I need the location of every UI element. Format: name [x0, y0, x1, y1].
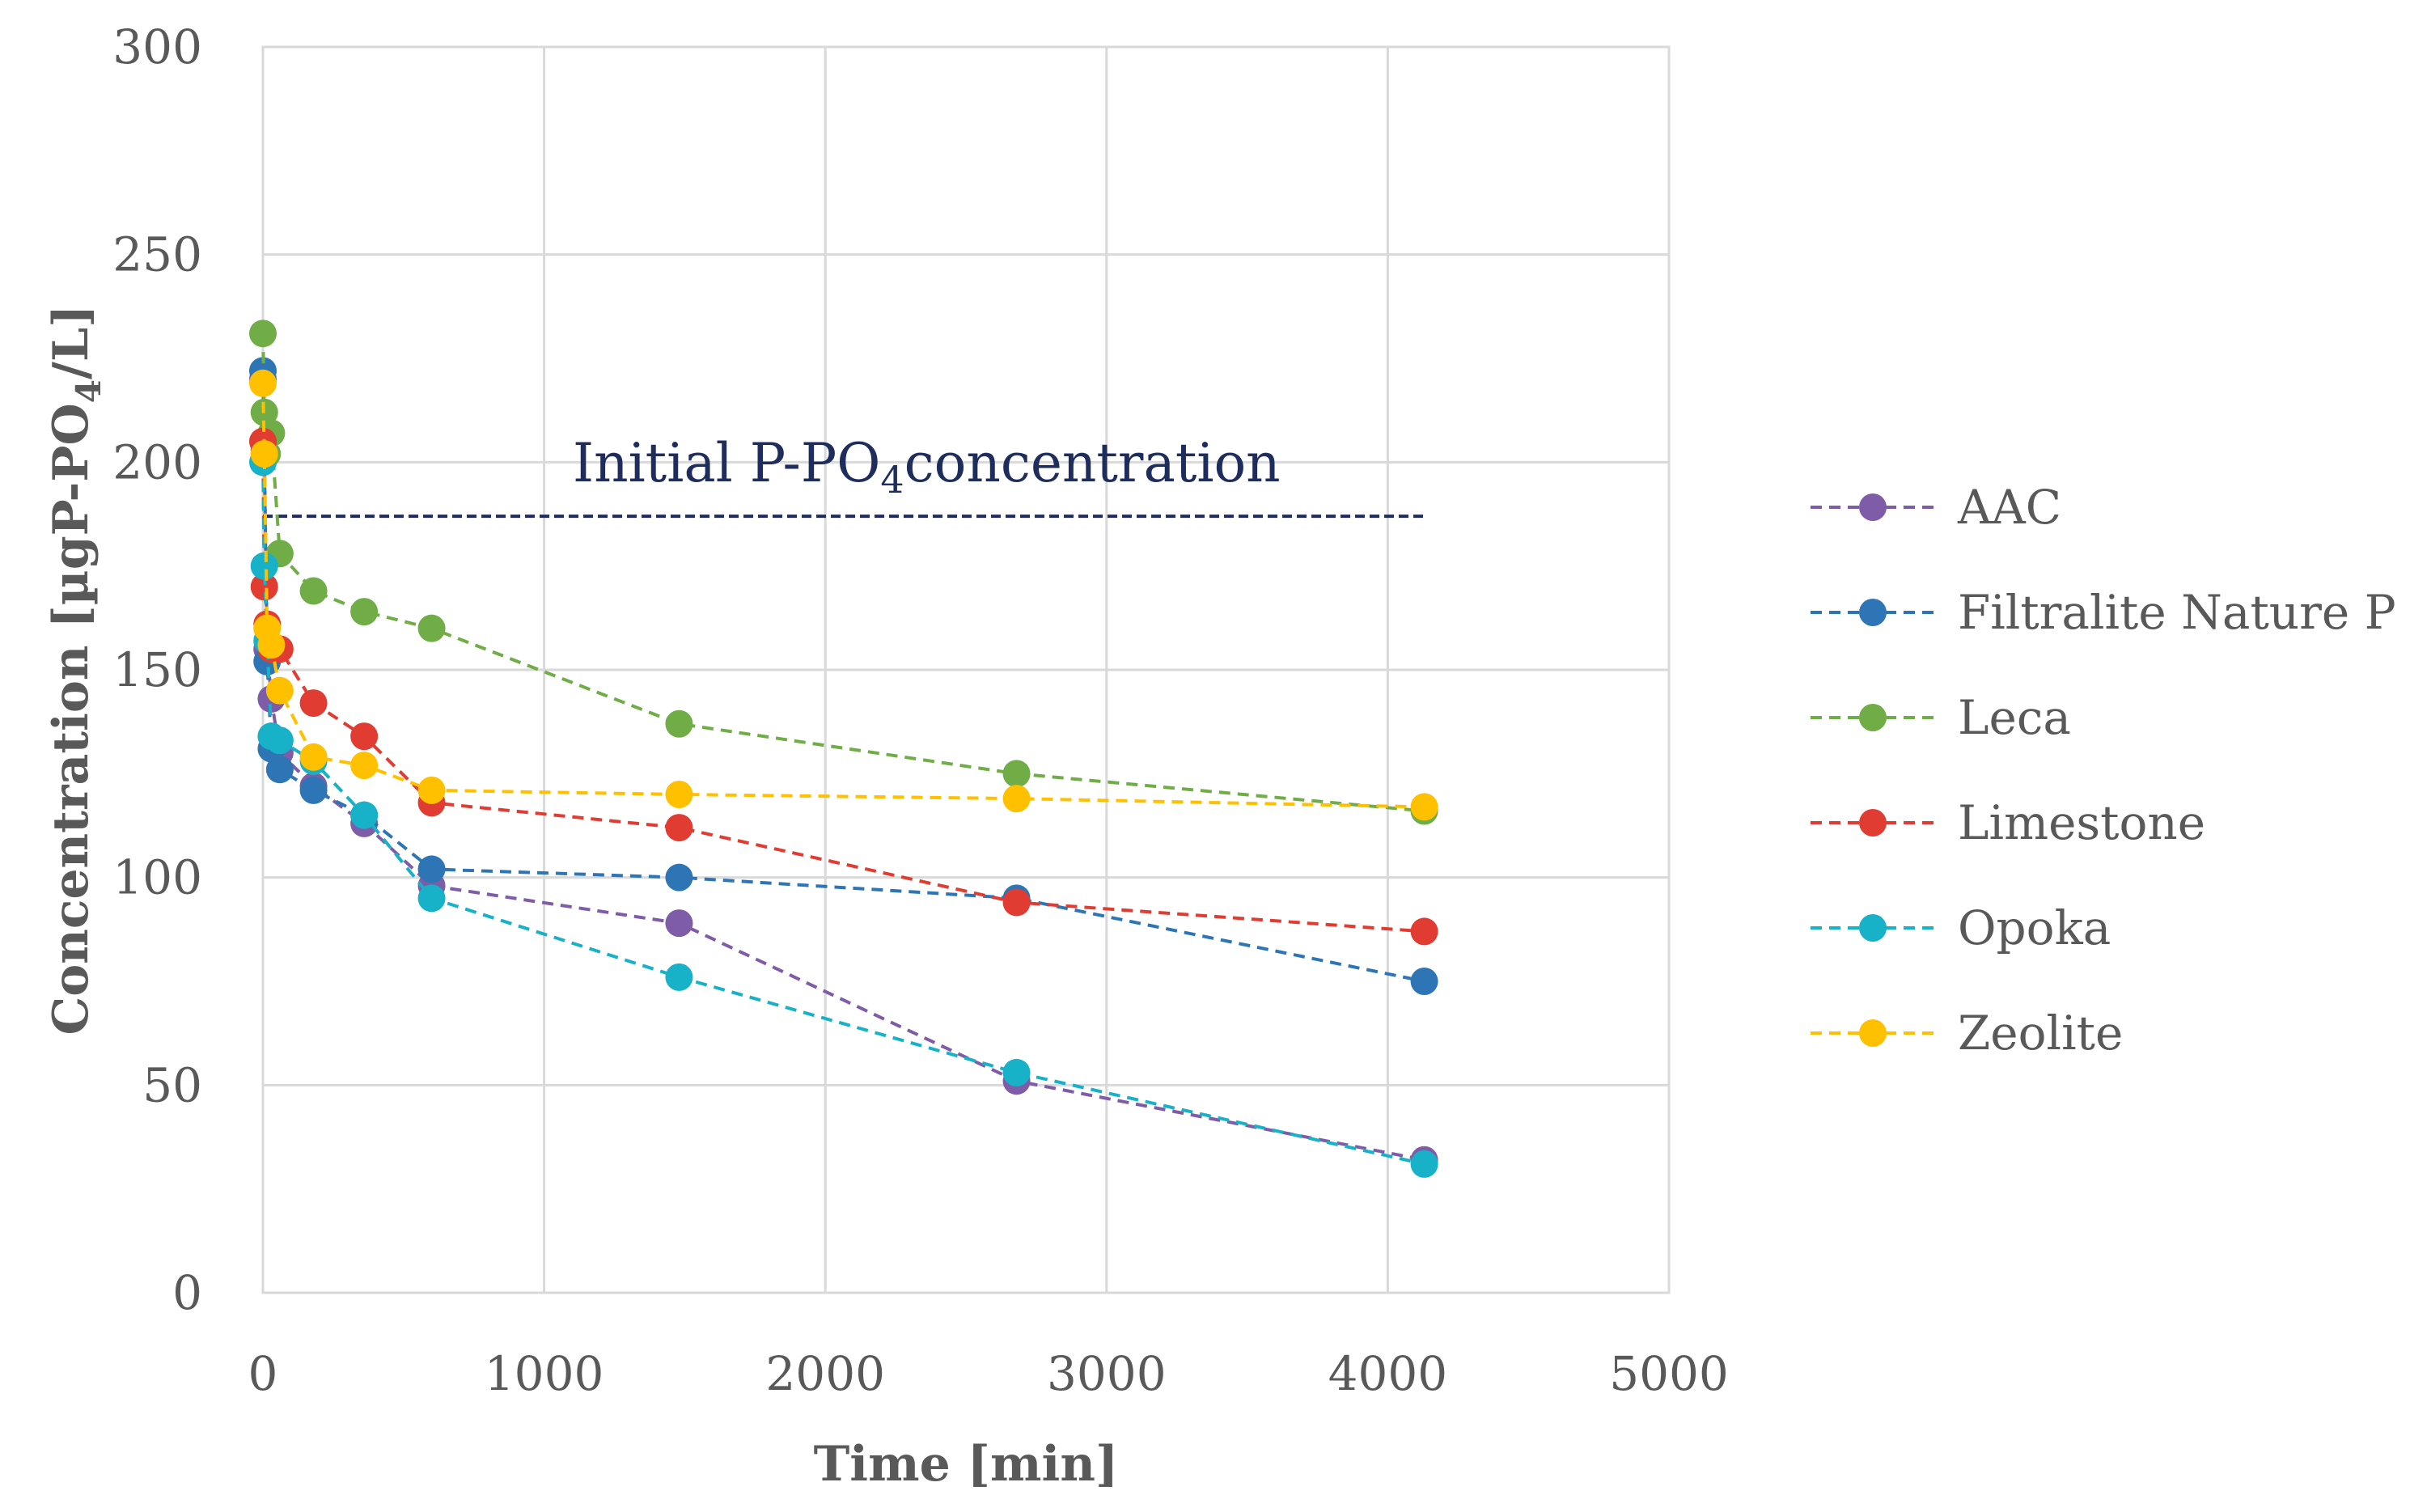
legend-marker — [1859, 704, 1887, 731]
data-point-leca — [350, 598, 379, 626]
legend-marker — [1859, 599, 1887, 626]
data-point-zeolite — [1002, 785, 1031, 813]
y-tick-label: 300 — [112, 19, 202, 74]
data-point-filtralite-nature-p — [665, 863, 693, 892]
data-point-limestone — [665, 814, 693, 842]
y-tick-label: 50 — [142, 1057, 202, 1112]
data-point-aac — [665, 909, 693, 938]
data-point-opoka — [1002, 1058, 1031, 1086]
data-point-opoka — [417, 884, 446, 913]
data-point-limestone — [250, 573, 278, 601]
x-axis-title: Time [min] — [814, 1436, 1119, 1493]
series-zeolite — [249, 369, 1438, 821]
x-tick-label: 4000 — [1328, 1346, 1448, 1401]
legend-label: Limestone — [1958, 795, 2205, 850]
data-point-opoka — [665, 963, 693, 991]
y-tick-label: 250 — [112, 227, 202, 282]
data-point-zeolite — [257, 631, 286, 659]
y-tick-label: 0 — [172, 1265, 202, 1320]
data-point-limestone — [299, 689, 328, 718]
legend-item-opoka: Opoka — [1811, 900, 2111, 955]
data-point-opoka — [350, 801, 379, 829]
y-axis-ticks: 0 50 100 150 200 250 300 — [112, 19, 202, 1320]
data-point-limestone — [1410, 917, 1438, 946]
grid-lines — [261, 45, 1671, 1294]
data-point-limestone — [1002, 888, 1031, 917]
data-point-opoka — [265, 726, 294, 755]
x-tick-label: 1000 — [485, 1346, 604, 1401]
series-layer — [249, 320, 1438, 1178]
data-point-zeolite — [299, 743, 328, 771]
y-tick-label: 150 — [112, 642, 202, 697]
data-point-filtralite-nature-p — [299, 776, 328, 804]
legend-label: Filtralite Nature P — [1958, 585, 2396, 640]
data-point-leca — [249, 320, 277, 348]
data-point-zeolite — [1410, 793, 1438, 821]
x-tick-label: 0 — [248, 1346, 278, 1401]
data-point-filtralite-nature-p — [417, 855, 446, 883]
legend-label: Zeolite — [1958, 1006, 2123, 1061]
legend-label: Leca — [1958, 690, 2071, 745]
data-point-leca — [665, 709, 693, 738]
initial-concentration-annotation: Initial P-PO4concentration — [263, 432, 1425, 519]
y-axis-title: Concentration [µgP-PO4/L] — [43, 304, 108, 1035]
data-point-filtralite-nature-p — [1410, 968, 1438, 995]
y-axis-title-post: /L] — [43, 304, 100, 379]
legend-item-aac: AAC — [1811, 480, 2061, 535]
legend-label: AAC — [1957, 480, 2061, 535]
data-point-leca — [299, 577, 328, 605]
data-point-zeolite — [265, 676, 294, 705]
data-point-zeolite — [417, 776, 446, 804]
legend-marker — [1859, 493, 1887, 521]
y-axis-title-sub: 4 — [69, 379, 108, 403]
x-tick-label: 2000 — [765, 1346, 885, 1401]
series-line-leca — [261, 333, 1425, 813]
y-tick-label: 100 — [112, 850, 202, 905]
series-leca — [249, 320, 1438, 825]
legend-marker — [1859, 1019, 1887, 1047]
legend-item-limestone: Limestone — [1811, 795, 2205, 850]
legend-item-zeolite: Zeolite — [1811, 1006, 2123, 1061]
series-line-aac — [261, 379, 1425, 1162]
y-tick-label: 200 — [112, 434, 202, 489]
legend-item-filtralite-nature-p: Filtralite Nature P — [1811, 585, 2396, 640]
data-point-opoka — [1410, 1150, 1438, 1178]
legend-label: Opoka — [1958, 900, 2111, 955]
legend-marker — [1859, 809, 1887, 836]
initial-concentration-label-post: concentration — [904, 432, 1281, 494]
legend: AAC Filtralite Nature P Leca Limestone Opoka… — [1811, 480, 2396, 1061]
y-axis-title-pre: Concentration [µgP-PO — [43, 403, 100, 1035]
initial-concentration-label-pre: Initial P-PO — [573, 432, 880, 494]
x-axis-ticks: 0 1000 2000 3000 4000 5000 — [248, 1346, 1729, 1401]
data-point-leca — [417, 614, 446, 642]
x-tick-label: 5000 — [1609, 1346, 1729, 1401]
legend-marker — [1859, 914, 1887, 942]
data-point-zeolite — [249, 369, 277, 397]
data-point-opoka — [250, 552, 278, 580]
data-point-limestone — [350, 722, 379, 751]
data-point-zeolite — [250, 440, 278, 468]
data-point-zeolite — [665, 781, 693, 808]
initial-concentration-label-sub: 4 — [880, 458, 904, 502]
legend-item-leca: Leca — [1811, 690, 2071, 745]
initial-concentration-label: Initial P-PO4concentration — [573, 432, 1281, 502]
x-tick-label: 3000 — [1047, 1346, 1167, 1401]
data-point-zeolite — [350, 752, 379, 780]
data-point-filtralite-nature-p — [265, 756, 294, 784]
data-point-leca — [1002, 760, 1031, 788]
